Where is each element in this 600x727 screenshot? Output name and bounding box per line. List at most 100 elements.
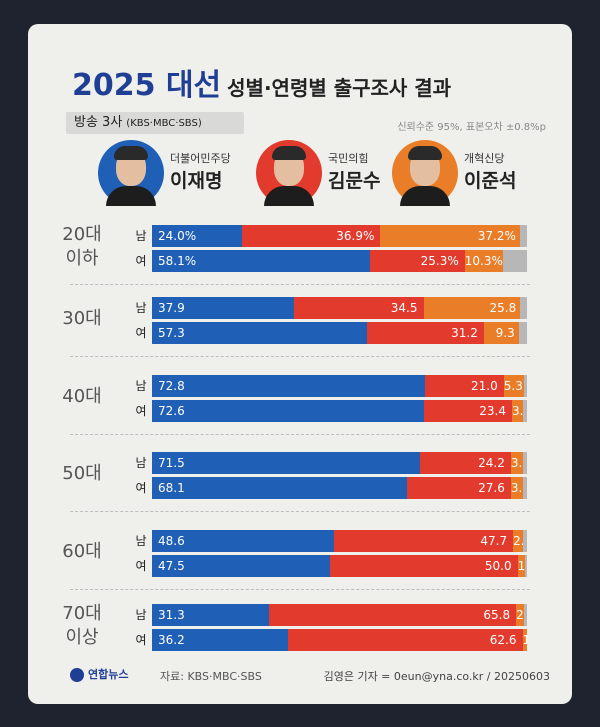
age-label-line1: 60대 bbox=[62, 541, 102, 562]
bar-segment: 50.0 bbox=[330, 555, 518, 577]
age-label-line1: 70대 bbox=[62, 603, 102, 624]
gender-label: 남 bbox=[135, 534, 147, 548]
bar-segment: 25.3% bbox=[369, 250, 465, 272]
bar-segment: 10.3% bbox=[464, 250, 504, 272]
age-label-line2: 이상 bbox=[65, 627, 99, 648]
infographic-card bbox=[28, 24, 572, 704]
bar-row: 72.623.43.0 bbox=[152, 400, 527, 422]
yonhap-logo: 연합뉴스 bbox=[70, 666, 128, 682]
bar-segment: 3.0 bbox=[512, 400, 524, 422]
broadcast-detail: (KBS·MBC·SBS) bbox=[126, 118, 202, 129]
candidate-party: 국민의힘 bbox=[328, 152, 369, 165]
gender-label: 남 bbox=[135, 379, 147, 393]
bar-segment: 57.3 bbox=[152, 322, 367, 344]
gender-label: 남 bbox=[135, 608, 147, 622]
logo-text: 연합뉴스 bbox=[88, 668, 129, 681]
confidence-note: 신뢰수준 95%, 표본오차 ±0.8%p bbox=[397, 122, 546, 133]
candidate-photo bbox=[392, 140, 458, 206]
title-rest: 성별·연령별 출구조사 결과 bbox=[227, 76, 452, 100]
gender-label: 여 bbox=[135, 481, 147, 495]
gender-label: 남 bbox=[135, 456, 147, 470]
candidate-name: 이준석 bbox=[464, 170, 517, 192]
bar-segment: 36.9% bbox=[242, 225, 381, 247]
bar-segment: 3.3 bbox=[510, 477, 524, 499]
group-divider bbox=[70, 589, 530, 590]
age-label-line1: 30대 bbox=[62, 308, 102, 329]
bar-segment: 27.6 bbox=[407, 477, 511, 499]
candidate-photo bbox=[256, 140, 322, 206]
age-group-label: 30대 bbox=[54, 307, 110, 331]
gender-label: 여 bbox=[135, 254, 147, 268]
bar-segment: 1.9 bbox=[517, 555, 525, 577]
bar-segment: 21.0 bbox=[425, 375, 504, 397]
data-source: 자료: KBS·MBC·SBS bbox=[160, 670, 262, 683]
bar-segment: 24.2 bbox=[420, 452, 511, 474]
group-divider bbox=[70, 356, 530, 357]
age-label-line1: 50대 bbox=[62, 463, 102, 484]
gender-label: 남 bbox=[135, 301, 147, 315]
candidate-lee-jaemyung: 더불어민주당 이재명 bbox=[98, 140, 248, 216]
bar-row: 48.647.72.7 bbox=[152, 530, 527, 552]
age-group-label: 50대 bbox=[54, 462, 110, 486]
bar-segment: 31.3 bbox=[152, 604, 270, 626]
bar-segment: 3.2 bbox=[510, 452, 523, 474]
bar-row: 47.550.01.9 bbox=[152, 555, 527, 577]
gender-label: 남 bbox=[135, 229, 147, 243]
reporter-credit: 김영은 기자 = 0eun@yna.co.kr / 20250603 bbox=[323, 670, 550, 683]
bar-row: 36.262.61.0 bbox=[152, 629, 527, 651]
bar-row: 71.524.23.2 bbox=[152, 452, 527, 474]
candidate-party: 더불어민주당 bbox=[170, 152, 231, 165]
group-divider bbox=[70, 434, 530, 435]
gender-label: 여 bbox=[135, 633, 147, 647]
bar-row: 37.9 34.5 25.8 bbox=[152, 297, 527, 319]
age-label-line1: 20대 bbox=[62, 224, 102, 245]
broadcast-label: 방송 3사 (KBS·MBC·SBS) bbox=[66, 112, 244, 134]
bar-segment: 47.5 bbox=[152, 555, 331, 577]
bar-segment: 2.7 bbox=[513, 530, 524, 552]
gender-label: 여 bbox=[135, 404, 147, 418]
bar-row: 58.1% 25.3% 10.3% bbox=[152, 250, 527, 272]
bar-segment: 37.2% bbox=[380, 225, 520, 247]
candidate-photo bbox=[98, 140, 164, 206]
title-year: 2025 대선 bbox=[72, 68, 222, 103]
candidate-name: 이재명 bbox=[170, 170, 223, 192]
bar-segment: 72.8 bbox=[152, 375, 425, 397]
bar-segment: 68.1 bbox=[152, 477, 408, 499]
bar-segment: 2.1 bbox=[516, 604, 524, 626]
candidate-party: 개혁신당 bbox=[464, 152, 505, 165]
bar-segment: 47.7 bbox=[334, 530, 514, 552]
candidate-kim-moonsoo: 국민의힘 김문수 bbox=[256, 140, 386, 216]
bar-segment: 31.2 bbox=[366, 322, 484, 344]
bar-segment: 65.8 bbox=[269, 604, 517, 626]
gender-label: 여 bbox=[135, 326, 147, 340]
bar-row: 24.0% 36.9% 37.2% bbox=[152, 225, 527, 247]
bar-segment: 58.1% bbox=[152, 250, 370, 272]
bar-segment: 25.8 bbox=[423, 297, 521, 319]
bar-row: 68.127.63.3 bbox=[152, 477, 527, 499]
age-group-label: 60대 bbox=[54, 540, 110, 564]
bar-segment: 1.0 bbox=[522, 629, 527, 651]
bar-row: 72.8 21.0 5.3 bbox=[152, 375, 527, 397]
bar-segment: 24.0% bbox=[152, 225, 242, 247]
candidate-name: 김문수 bbox=[328, 170, 381, 192]
gender-label: 여 bbox=[135, 559, 147, 573]
bar-segment: 62.6 bbox=[287, 629, 523, 651]
bar-row: 31.365.82.1 bbox=[152, 604, 527, 626]
bar-segment: 37.9 bbox=[152, 297, 295, 319]
candidate-lee-junseok: 개혁신당 이준석 bbox=[392, 140, 532, 216]
age-label-line2: 이하 bbox=[65, 248, 99, 269]
bar-row: 57.3 31.2 9.3 bbox=[152, 322, 527, 344]
page-title: 2025 대선 성별·연령별 출구조사 결과 bbox=[72, 60, 451, 104]
bar-segment: 34.5 bbox=[294, 297, 424, 319]
group-divider bbox=[70, 511, 530, 512]
bar-segment: 23.4 bbox=[424, 400, 512, 422]
broadcast-name: 방송 3사 bbox=[74, 115, 123, 130]
group-divider bbox=[70, 284, 530, 285]
bar-segment: 48.6 bbox=[152, 530, 335, 552]
age-group-label: 40대 bbox=[54, 385, 110, 409]
bar-segment: 36.2 bbox=[152, 629, 288, 651]
bar-segment: 5.3 bbox=[503, 375, 524, 397]
age-label-line1: 40대 bbox=[62, 386, 102, 407]
